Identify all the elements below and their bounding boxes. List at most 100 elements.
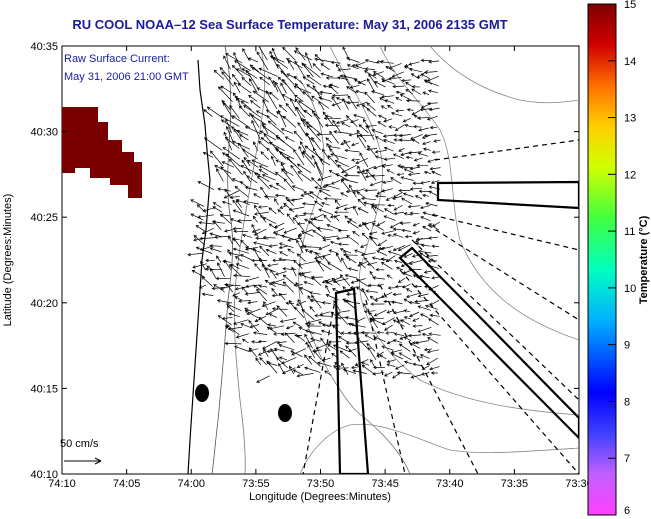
current-vector xyxy=(335,252,342,263)
current-vector xyxy=(381,78,395,85)
current-vector xyxy=(241,159,252,175)
current-vector xyxy=(370,237,378,247)
current-vector xyxy=(346,86,357,94)
current-vector xyxy=(359,152,369,168)
current-vector xyxy=(392,292,402,297)
current-vector xyxy=(357,261,368,267)
current-vector xyxy=(305,329,322,336)
current-vector xyxy=(288,299,296,309)
current-vector xyxy=(332,119,342,134)
current-vector xyxy=(366,78,376,93)
current-vector xyxy=(318,208,333,216)
current-vector xyxy=(379,97,388,103)
y-tick-label: 40:35 xyxy=(30,41,58,53)
current-vector xyxy=(420,216,431,222)
current-vector xyxy=(213,283,225,293)
current-vector xyxy=(254,172,270,182)
current-vector xyxy=(298,100,315,112)
current-vector xyxy=(219,115,240,127)
current-vector xyxy=(291,266,297,277)
current-vector xyxy=(243,105,262,118)
current-vector xyxy=(216,299,233,304)
current-vector xyxy=(271,56,289,69)
current-vector xyxy=(425,304,438,310)
current-vector xyxy=(251,340,260,344)
current-vector xyxy=(298,273,315,280)
station-marker xyxy=(278,404,292,422)
current-vector xyxy=(310,337,321,342)
current-vector xyxy=(296,334,306,342)
current-vector xyxy=(353,205,359,216)
current-vector xyxy=(252,331,268,335)
current-vector xyxy=(282,281,294,293)
current-vector xyxy=(397,244,411,252)
bathymetry-contour xyxy=(298,79,411,474)
current-vector xyxy=(426,357,439,365)
current-vector xyxy=(428,223,439,231)
current-vector xyxy=(240,239,249,248)
current-vector xyxy=(388,125,396,129)
current-vector xyxy=(308,220,322,232)
current-vector xyxy=(202,207,214,213)
current-vector xyxy=(382,180,393,184)
current-vector xyxy=(279,251,288,257)
current-vector xyxy=(388,63,402,70)
current-vector xyxy=(225,153,241,167)
current-vector xyxy=(367,145,377,157)
current-vector xyxy=(319,311,330,316)
current-vector xyxy=(201,276,213,287)
current-vector xyxy=(403,252,413,258)
current-vector xyxy=(331,96,341,111)
current-vector xyxy=(395,109,404,113)
current-vector xyxy=(241,68,258,79)
current-vector xyxy=(296,363,304,368)
current-vector xyxy=(419,354,430,359)
current-vector xyxy=(304,249,312,254)
current-vector xyxy=(395,364,405,370)
current-vector xyxy=(249,64,260,72)
current-vector xyxy=(270,155,276,166)
current-vector xyxy=(409,211,420,215)
current-vector xyxy=(356,129,367,143)
current-vector xyxy=(233,81,241,93)
current-vector xyxy=(195,224,206,233)
current-vector xyxy=(342,98,349,111)
current-vector xyxy=(271,287,278,296)
current-vector xyxy=(241,77,252,86)
current-vector xyxy=(421,135,430,139)
current-vector xyxy=(423,170,432,175)
current-vector xyxy=(405,98,421,103)
current-vector xyxy=(337,336,351,344)
current-vector xyxy=(392,319,405,327)
current-vector xyxy=(314,186,330,192)
current-vector xyxy=(330,179,341,185)
current-vector xyxy=(247,300,258,305)
current-vector xyxy=(333,215,340,222)
current-vector xyxy=(253,284,268,295)
current-vector xyxy=(262,235,276,240)
current-vector xyxy=(187,252,204,257)
current-vector xyxy=(394,124,405,131)
current-vector xyxy=(261,301,276,308)
current-vector xyxy=(353,113,366,119)
current-vector xyxy=(224,341,242,346)
current-vector xyxy=(213,69,225,80)
current-vector xyxy=(291,185,305,191)
current-vector xyxy=(200,260,206,271)
current-vector xyxy=(407,151,423,155)
current-vector xyxy=(235,198,250,206)
current-vector xyxy=(269,278,285,285)
current-vector xyxy=(231,73,241,85)
current-vector xyxy=(366,261,378,266)
current-vector xyxy=(319,90,333,95)
current-vector xyxy=(350,158,360,162)
current-vector xyxy=(290,198,303,202)
current-vector xyxy=(330,60,341,65)
current-vector xyxy=(279,318,297,323)
current-vector xyxy=(278,104,288,113)
current-vector xyxy=(339,350,350,359)
current-vector xyxy=(418,127,429,132)
x-tick-label: 74:10 xyxy=(48,478,76,490)
current-vector xyxy=(316,226,333,231)
current-vector xyxy=(274,198,279,206)
